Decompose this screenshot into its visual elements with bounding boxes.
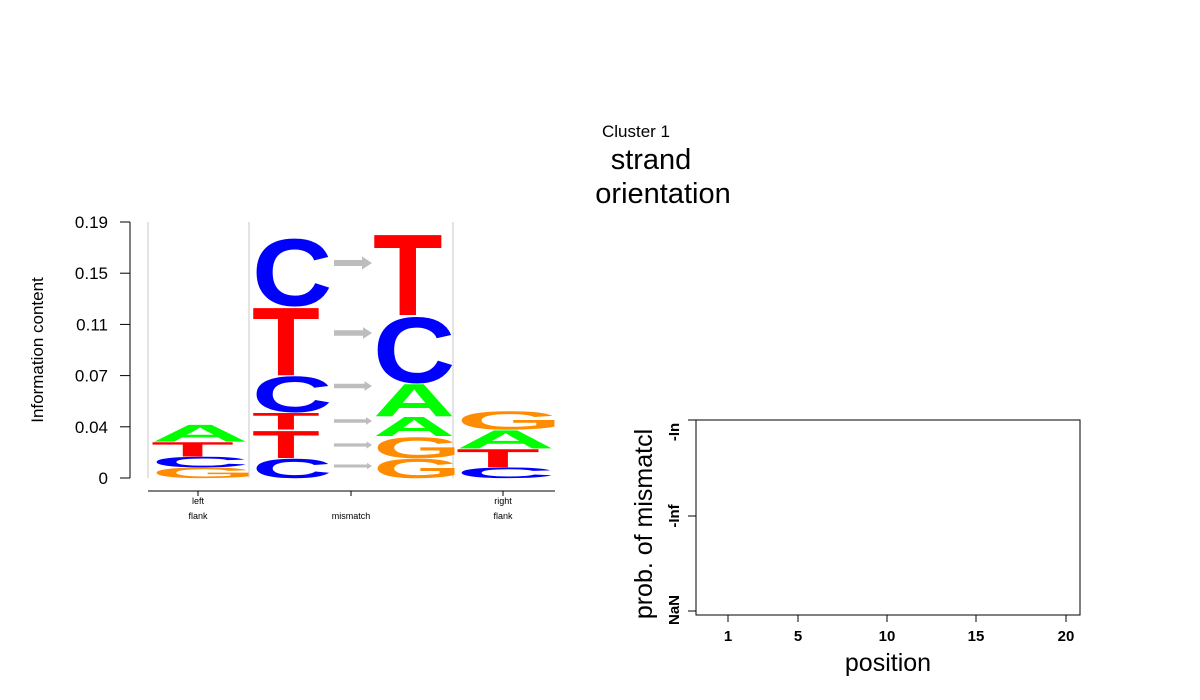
mismatch-arrow (334, 441, 372, 449)
logo-letter-G: G (373, 431, 462, 464)
logo-letter-G: G (151, 464, 257, 481)
logo-letter-T: T (373, 211, 443, 340)
logo-letter-A: A (373, 374, 455, 426)
x-label-left-flank-2: flank (188, 511, 208, 521)
mismatch-plot: NaN -Inf -In prob. of mismatcl 1 5 10 15… (630, 419, 1081, 677)
y-tick-label-nan: NaN (666, 595, 683, 625)
logo-letter-C: C (456, 464, 555, 481)
logo-letter-T: T (252, 422, 320, 466)
logo-letter-C: C (252, 367, 332, 423)
logo-y-tick-label: 0.04 (75, 418, 108, 437)
x-label-mismatch: mismatch (332, 511, 371, 521)
logo-letter-G: G (373, 453, 462, 484)
x-label-right-flank-2: flank (493, 511, 513, 521)
mismatch-arrow (334, 256, 372, 270)
logo-letter-C: C (373, 299, 455, 403)
x-label-left-flank-1: left (192, 496, 205, 506)
y-tick-label-neg-in: -In (666, 423, 683, 441)
logo-y-tick-label: 0.11 (76, 315, 108, 334)
logo-y-tick-label: 0.19 (75, 213, 108, 232)
mismatch-arrow (334, 327, 372, 339)
logo-y-axis-label: Information content (28, 277, 47, 423)
logo-letter-G: G (456, 406, 563, 435)
x-tick-label-10: 10 (879, 628, 896, 645)
mismatch-x-axis-label: position (845, 649, 931, 677)
logo-y-tick-label: 0.15 (75, 264, 108, 283)
x-tick-label-1: 1 (724, 628, 732, 645)
logo-y-ticks: 0 0.04 0.07 0.11 0.15 0.19 (75, 213, 130, 488)
logo-letter-A: A (373, 411, 455, 442)
y-tick-label-neg-inf: -Inf (666, 503, 683, 527)
x-label-right-flank-1: right (494, 496, 512, 506)
logo-letter-C: C (252, 453, 332, 484)
logo-letter-T: T (151, 438, 234, 461)
title-line-1: strand (611, 144, 692, 176)
logo-letter-T: T (252, 288, 320, 397)
cluster-label: Cluster 1 (602, 122, 670, 141)
logo-letter-C: C (252, 219, 332, 326)
mismatch-arrow (334, 462, 372, 470)
mismatch-arrow (334, 381, 372, 391)
mismatch-y-axis-label: prob. of mismatcl (630, 429, 658, 619)
logo-y-tick-label: 0.07 (75, 367, 108, 386)
logo-y-tick-label: 0 (99, 469, 108, 488)
mismatch-arrow (334, 417, 372, 425)
x-tick-label-5: 5 (794, 628, 802, 645)
logo-letter-A: A (456, 425, 555, 454)
plot-frame (695, 419, 1081, 616)
mismatch-arrows (334, 256, 372, 470)
logo-letter-T: T (252, 408, 320, 435)
logo-letter-T: T (456, 443, 540, 472)
logo-letter-A: A (151, 419, 249, 446)
x-tick-label-15: 15 (968, 628, 985, 645)
logo-letter-C: C (151, 454, 249, 471)
title-line-2: orientation (595, 178, 730, 210)
x-tick-label-20: 20 (1058, 628, 1075, 645)
